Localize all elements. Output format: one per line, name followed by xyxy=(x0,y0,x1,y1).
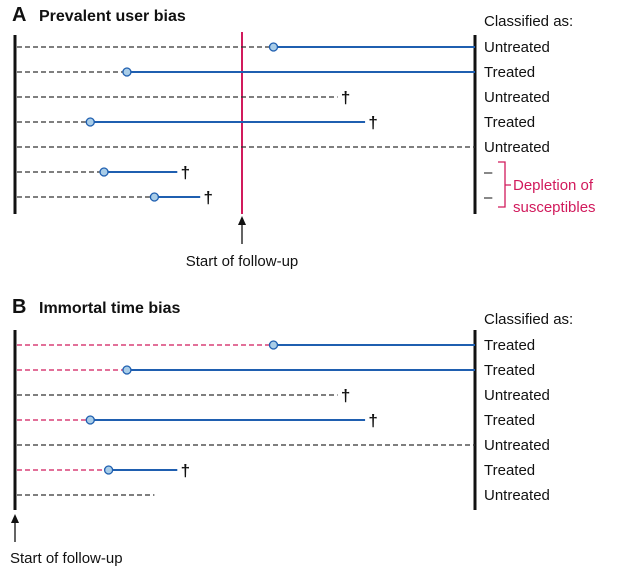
classified-as-label: Untreated xyxy=(484,39,550,56)
treatment-start-marker xyxy=(122,67,132,77)
classified-as-label: Untreated xyxy=(484,89,550,106)
subject-row: Untreated xyxy=(17,39,550,56)
subject-row: † Untreated xyxy=(17,88,550,107)
classified-as-label: Untreated xyxy=(484,139,550,156)
depletion-label-line1: Depletion of xyxy=(513,177,594,194)
classified-as-label: Treated xyxy=(484,412,535,429)
treatment-start-marker xyxy=(99,167,109,177)
panel-b-arrow-icon xyxy=(11,514,19,523)
treatment-start-marker xyxy=(103,465,114,475)
classified-as-label: Treated xyxy=(484,462,535,479)
death-dagger-icon: † xyxy=(181,461,190,480)
classified-as-label: – xyxy=(484,189,493,206)
depletion-label-line2: susceptibles xyxy=(513,199,596,216)
death-dagger-icon: † xyxy=(203,188,212,207)
classified-as-label: Treated xyxy=(484,362,535,379)
panel-a: A Prevalent user bias Classified as: Unt… xyxy=(12,4,596,270)
classified-as-label: Treated xyxy=(484,114,535,131)
treatment-start-marker xyxy=(149,192,160,202)
panel-b: B Immortal time bias Classified as: Trea… xyxy=(10,296,573,567)
classified-as-label: Treated xyxy=(484,64,535,81)
death-dagger-icon: † xyxy=(368,411,377,430)
panel-a-start-label: Start of follow-up xyxy=(186,253,299,270)
subject-row: Treated xyxy=(17,362,535,379)
panel-b-start-label: Start of follow-up xyxy=(10,550,123,567)
classified-as-label: Untreated xyxy=(484,387,550,404)
subject-row: † Treated xyxy=(17,411,535,430)
subject-row: Treated xyxy=(17,64,535,81)
classified-as-label: – xyxy=(484,164,493,181)
treatment-start-marker xyxy=(122,365,132,375)
subject-row: † Treated xyxy=(17,461,535,480)
subject-row: † Untreated xyxy=(17,386,550,405)
panel-a-arrow-icon xyxy=(238,216,246,225)
treatment-start-marker xyxy=(268,42,279,52)
subject-row: Untreated xyxy=(17,487,550,504)
panel-b-title: Immortal time bias xyxy=(39,300,180,317)
death-dagger-icon: † xyxy=(181,163,190,182)
subject-row: Untreated xyxy=(17,139,550,156)
death-dagger-icon: † xyxy=(341,88,350,107)
subject-row: † – xyxy=(17,188,493,207)
panel-b-rows: Treated Treated † Untreated † Treated Untreate… xyxy=(17,337,550,504)
depletion-bracket xyxy=(498,161,511,208)
treatment-start-marker xyxy=(85,117,95,127)
subject-row: Treated xyxy=(17,337,535,354)
classified-as-label: Untreated xyxy=(484,487,550,504)
subject-row: Untreated xyxy=(17,437,550,454)
panel-a-letter: A xyxy=(12,4,26,26)
panel-a-title: Prevalent user bias xyxy=(39,8,186,25)
treatment-start-marker xyxy=(268,340,279,350)
classified-as-label: Untreated xyxy=(484,437,550,454)
subject-row: † – xyxy=(17,163,493,182)
classified-as-label: Treated xyxy=(484,337,535,354)
treatment-start-marker xyxy=(85,415,95,425)
subject-row: † Treated xyxy=(17,113,535,132)
death-dagger-icon: † xyxy=(341,386,350,405)
panel-a-classified-header: Classified as: xyxy=(484,13,573,30)
death-dagger-icon: † xyxy=(368,113,377,132)
panel-a-rows: Untreated Treated † Untreated † Treated Untrea… xyxy=(17,39,550,207)
panel-b-letter: B xyxy=(12,296,26,318)
panel-b-classified-header: Classified as: xyxy=(484,311,573,328)
